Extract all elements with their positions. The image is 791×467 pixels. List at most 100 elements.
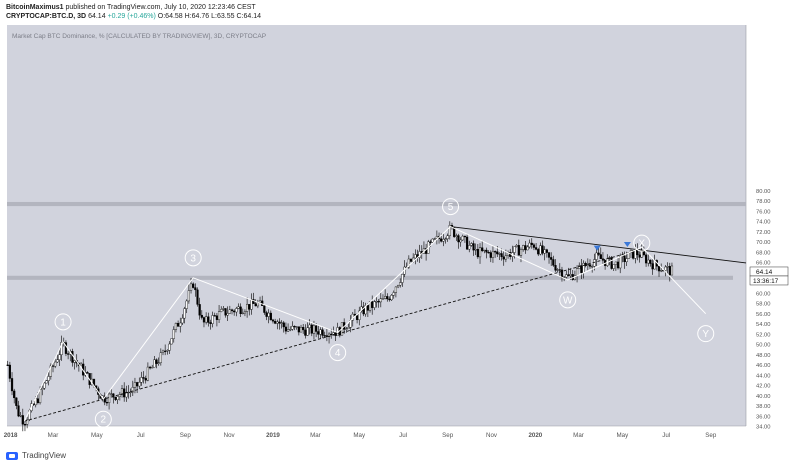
candle-body	[304, 329, 307, 336]
candle-body	[181, 317, 184, 324]
y-tick-label: 68.00	[756, 250, 771, 256]
candle-body	[8, 364, 11, 379]
chart-header: BitcoinMaximus1 published on TradingView…	[6, 3, 261, 21]
candle-body	[440, 238, 443, 242]
candle-body	[591, 266, 594, 268]
candle-body	[36, 398, 40, 404]
close-label: C:	[236, 13, 244, 20]
wave-label: 2	[101, 415, 107, 426]
candle-body	[390, 295, 393, 301]
candle-body	[543, 249, 546, 254]
resistance-trendline	[450, 226, 747, 264]
candle-body	[73, 360, 76, 363]
candle-body	[13, 390, 16, 399]
candle-body	[217, 311, 221, 320]
candle-body	[56, 359, 59, 363]
candle-body	[377, 301, 380, 303]
author-name[interactable]: BitcoinMaximus1	[6, 4, 64, 11]
low-label: L:	[211, 13, 217, 20]
wave-label: 1	[60, 317, 66, 328]
candle-body	[282, 322, 285, 328]
x-tick-label: 2018	[4, 432, 18, 439]
symbol-label[interactable]: CRYPTOCAP:BTC.D, 3D	[6, 13, 87, 20]
wave-label-circle	[559, 291, 577, 309]
candle-body	[6, 364, 9, 366]
candle-body	[243, 311, 247, 314]
y-tick-label: 78.00	[756, 199, 771, 205]
candle-body	[522, 245, 525, 250]
candle-body	[280, 322, 283, 324]
candle-body	[353, 313, 357, 316]
candle-body	[414, 254, 417, 259]
marker-triangle-icon	[623, 242, 631, 248]
candle-body	[120, 388, 124, 395]
footer-brand[interactable]: TradingView	[22, 451, 67, 460]
candle-body	[200, 314, 203, 318]
candle-body	[136, 382, 139, 387]
wave-label-circle	[54, 313, 72, 331]
candle-body	[401, 274, 404, 283]
candle-body	[394, 286, 398, 293]
y-tick-label: 74.00	[756, 220, 771, 226]
candle-body	[444, 238, 447, 240]
y-tick-label: 48.00	[756, 353, 771, 359]
candle-body	[161, 350, 165, 353]
candle-body	[567, 274, 570, 276]
candle-body	[575, 268, 579, 276]
candle-body	[616, 261, 620, 269]
candle-body	[565, 274, 568, 278]
candle-body	[491, 251, 495, 258]
candle-body	[246, 304, 249, 312]
candle-body	[174, 323, 178, 330]
candle-body	[67, 353, 70, 355]
candle-body	[224, 308, 227, 316]
candle-body	[43, 382, 46, 389]
y-tick-label: 38.00	[756, 404, 771, 410]
candle-body	[435, 236, 438, 239]
candle-body	[289, 329, 292, 331]
candle-body	[517, 245, 520, 256]
x-tick-label: Jul	[662, 432, 670, 439]
candle-body	[248, 304, 251, 310]
candle-body	[368, 301, 372, 311]
candle-body	[647, 259, 650, 264]
candle-body	[500, 253, 503, 257]
candle-body	[51, 365, 55, 367]
low-value: 63.55	[216, 13, 235, 20]
ohlc-line: CRYPTOCAP:BTC.D, 3D 64.14 +0.29 (+0.46%)…	[6, 12, 261, 21]
candle-body	[194, 287, 197, 291]
candle-body	[164, 350, 167, 352]
candle-body	[49, 365, 52, 377]
candle-body	[384, 296, 387, 299]
high-value: 64.76	[191, 13, 210, 20]
candle-body	[133, 382, 137, 388]
y-tick-label: 60.00	[756, 291, 771, 297]
candle-body	[386, 296, 389, 300]
candle-body	[362, 306, 365, 315]
candlestick-series	[6, 221, 674, 432]
candle-body	[278, 321, 281, 324]
support-zone	[7, 275, 733, 280]
y-tick-label: 80.00	[756, 189, 771, 195]
candle-body	[455, 235, 458, 237]
x-tick-label: Mar	[48, 432, 59, 439]
candle-body	[334, 332, 337, 336]
candle-body	[381, 298, 385, 300]
candle-body	[532, 244, 536, 248]
candle-body	[202, 317, 206, 323]
candle-body	[250, 299, 253, 310]
candle-body	[286, 329, 290, 332]
candle-body	[632, 250, 635, 259]
candle-body	[205, 316, 208, 323]
candle-body	[58, 354, 61, 360]
last-price-label: 64.14	[756, 269, 773, 276]
candle-body	[129, 391, 132, 394]
candle-body	[330, 333, 333, 336]
candle-body	[116, 396, 119, 400]
candle-body	[586, 264, 589, 266]
x-tick-label: Nov	[486, 432, 498, 439]
wave-label-circle	[633, 234, 651, 252]
candle-body	[515, 245, 518, 247]
candle-body	[644, 254, 648, 264]
